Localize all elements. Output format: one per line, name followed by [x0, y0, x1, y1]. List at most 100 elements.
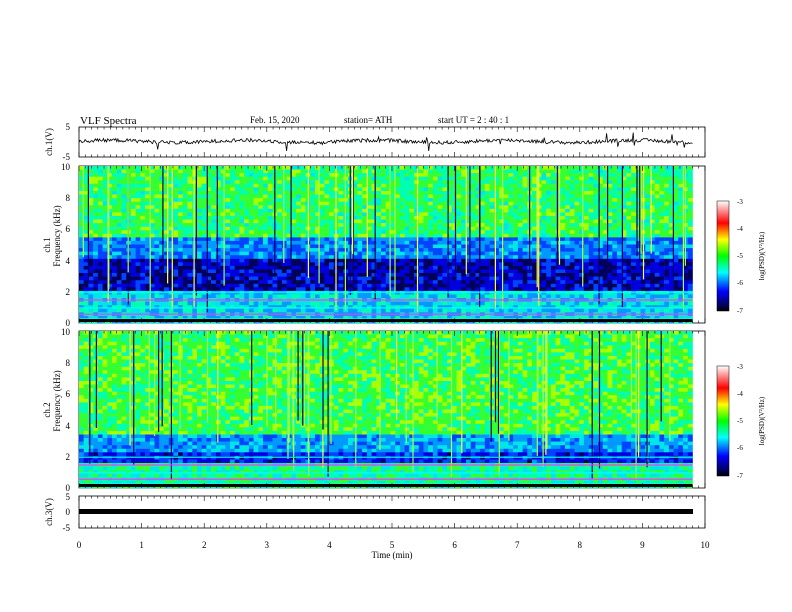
spectrogram-cell	[381, 212, 386, 217]
spectrogram-cell	[508, 205, 514, 210]
spectrogram-cell	[376, 226, 382, 231]
spectrogram-cell	[211, 176, 217, 181]
spectrogram-cell	[315, 280, 320, 285]
spectrogram-cell	[399, 280, 405, 285]
spectrogram-cell	[461, 248, 467, 252]
spectrogram-cell	[484, 294, 490, 299]
spectrogram-cell	[513, 237, 519, 242]
spectrogram-cell	[442, 276, 448, 281]
spectrogram-cell	[267, 237, 273, 242]
spectrogram-cell	[399, 301, 405, 306]
spectrogram-cell	[494, 248, 500, 252]
spectrogram-cell	[116, 205, 122, 210]
spectrogram-cell	[149, 233, 155, 238]
spectrogram-cell	[338, 294, 344, 299]
spectrogram-cell	[315, 191, 320, 195]
spectrogram-cell	[126, 315, 132, 320]
spectrogram-cell	[583, 308, 589, 313]
spectrogram-cell	[319, 230, 325, 235]
spectrogram-cell	[192, 187, 198, 192]
spectrogram-cell	[550, 173, 556, 177]
spectrogram-cell	[220, 273, 226, 277]
spectrogram-cell	[484, 305, 490, 310]
spectrogram-cell	[248, 191, 254, 195]
spectrogram-cell	[399, 240, 405, 245]
spectrogram-cell	[508, 290, 514, 295]
spectrogram-cell	[541, 248, 547, 252]
spectrogram-cell	[159, 287, 165, 292]
spectrogram-cell	[267, 280, 273, 285]
spectrogram-cell	[404, 169, 410, 174]
spectrogram-cell	[286, 276, 292, 281]
spectrogram-cell	[248, 258, 254, 263]
spectrogram-cell	[163, 255, 169, 260]
spectrogram-cell	[550, 219, 556, 224]
spectrogram-cell	[437, 194, 443, 199]
spectrogram-cell	[381, 205, 386, 210]
spectrogram-cell	[263, 244, 268, 249]
spectrogram-cell	[399, 244, 405, 249]
spectrogram-cell	[215, 240, 221, 245]
spectrogram-cell	[366, 287, 372, 292]
spectrogram-cell	[385, 283, 391, 288]
spectrogram-cell	[112, 219, 117, 224]
spectrogram-cell	[404, 219, 410, 224]
spectrogram-cell	[83, 223, 89, 227]
spectrogram-cell	[513, 183, 519, 188]
spectrogram-cell	[399, 191, 405, 195]
spectrogram-cell	[211, 287, 217, 292]
spectrogram-cell	[579, 240, 585, 245]
spectrogram-cell	[565, 173, 571, 177]
spectrogram-cell	[201, 240, 207, 245]
spectrogram-cell	[371, 205, 377, 210]
spectrogram-cell	[517, 248, 523, 252]
spectrogram-cell	[357, 176, 363, 181]
spectrogram-cell	[329, 290, 335, 295]
spectrogram-cell	[494, 294, 500, 299]
spectrogram-cell	[263, 262, 268, 267]
spectrogram-cell	[390, 240, 396, 245]
spectrogram-cell	[385, 180, 391, 185]
spectrogram-cell	[121, 169, 127, 174]
spectrogram-cell	[263, 208, 268, 213]
spectrogram-cell	[296, 283, 302, 288]
spectrogram-cell	[503, 280, 509, 285]
spectrogram-cell	[414, 166, 420, 170]
spectrogram-cell	[428, 212, 434, 217]
spectrogram-cell	[399, 233, 405, 238]
spectrogram-cell	[315, 240, 320, 245]
spectrogram-cell	[140, 240, 146, 245]
spectrogram-cell	[409, 166, 415, 170]
spectrogram-cell	[315, 269, 320, 274]
spectrogram-cell	[390, 273, 396, 277]
spectrogram-cell	[583, 315, 589, 320]
spectrogram-cell	[503, 205, 509, 210]
spectrogram-cell	[93, 269, 99, 274]
spectrogram-cell	[428, 223, 434, 227]
spectrogram-cell	[404, 212, 410, 217]
spectrogram-cell	[319, 180, 325, 185]
spectrogram-cell	[310, 273, 316, 277]
spectrogram-cell	[220, 244, 226, 249]
spectrogram-cell	[130, 169, 136, 174]
spectrogram-cell	[470, 205, 476, 210]
spectrogram-cell	[381, 294, 386, 299]
spectrogram-cell	[399, 283, 405, 288]
spectrogram-cell	[263, 283, 268, 288]
spectrogram-cell	[93, 169, 99, 174]
spectrogram-cell	[112, 248, 117, 252]
spectrogram-cell	[494, 183, 500, 188]
spectrogram-cell	[499, 258, 504, 263]
spectrogram-cell	[116, 265, 122, 270]
spectrogram-cell	[140, 166, 146, 170]
spectrogram-cell	[447, 198, 453, 202]
spectrogram-cell	[366, 173, 372, 177]
spectrogram-cell	[116, 226, 122, 231]
spectrogram-cell	[225, 212, 231, 217]
spectrogram-cell	[107, 187, 113, 192]
spectrogram-cell	[178, 180, 184, 185]
spectrogram-cell	[300, 308, 306, 313]
spectrogram-cell	[239, 301, 245, 306]
spectrogram-cell	[211, 305, 217, 310]
spectrogram-cell	[517, 173, 523, 177]
